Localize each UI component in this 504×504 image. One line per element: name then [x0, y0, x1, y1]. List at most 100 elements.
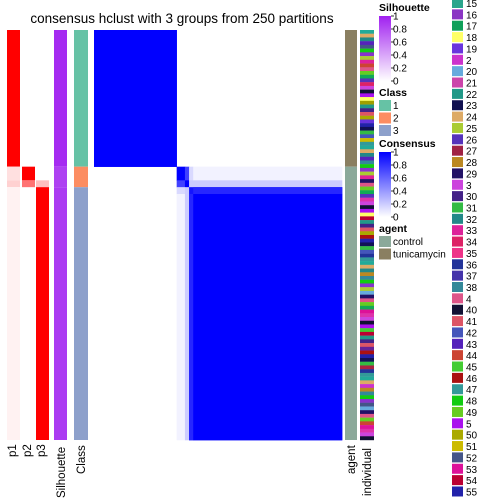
individual-cell	[360, 406, 374, 411]
legend-individual-swatch-55	[452, 486, 463, 497]
legend-agent-label-control: control	[393, 237, 423, 248]
individual-cell	[360, 402, 374, 407]
legend-individual-label-3: 3	[466, 181, 472, 192]
legend-individual-label-50: 50	[466, 431, 478, 442]
individual-cell	[360, 328, 374, 333]
legend-individual-label-24: 24	[466, 113, 478, 124]
legend-individual-swatch-53	[452, 463, 463, 474]
column-label-agent: agent	[346, 444, 358, 474]
class-cell-1	[74, 30, 88, 167]
legend-individual-swatch-36	[452, 259, 463, 270]
membership-cell-p1	[7, 180, 20, 188]
individual-cell	[360, 376, 374, 381]
individual-cell	[360, 37, 374, 42]
individual-cell	[360, 246, 374, 251]
individual-cell	[360, 175, 374, 180]
individual-cell	[360, 78, 374, 83]
legend-individual-label-16: 16	[466, 10, 478, 21]
individual-cell	[360, 227, 374, 232]
legend-individual-swatch-41	[452, 316, 463, 327]
consensus-tick-label: 0.4	[393, 187, 407, 198]
legend-individual-swatch-19	[452, 43, 463, 54]
legend-individual-swatch-24	[452, 111, 463, 122]
legend-agent-swatch-control	[379, 236, 391, 247]
column-label-silhouette: Silhouette	[56, 447, 68, 498]
legend-class-swatch-3	[379, 125, 391, 136]
individual-cell	[360, 220, 374, 225]
column-label-individual: individual	[362, 448, 374, 496]
individual-cell	[360, 134, 374, 139]
legend-individual-label-34: 34	[466, 238, 478, 249]
legend-individual-label-28: 28	[466, 158, 478, 169]
consensus-block	[94, 30, 177, 167]
individual-cell	[360, 413, 374, 418]
silhouette-tick-label: 0.8	[393, 25, 407, 36]
legend-individual-label-54: 54	[466, 476, 478, 487]
individual-cell	[360, 74, 374, 79]
legend-individual-swatch-47	[452, 384, 463, 395]
chart-title: consensus hclust with 3 groups from 250 …	[30, 11, 333, 26]
individual-cell	[360, 141, 374, 146]
legend-individual-label-17: 17	[466, 22, 478, 33]
individual-cell	[360, 428, 374, 433]
legend-individual-label-37: 37	[466, 272, 478, 283]
legend-individual-swatch-15	[452, 0, 463, 8]
legend-individual-label-44: 44	[466, 351, 478, 362]
legend-individual-swatch-46	[452, 372, 463, 383]
individual-cell	[360, 343, 374, 348]
agent-cell-control	[345, 166, 357, 440]
individual-cell	[360, 313, 374, 318]
individual-cell	[360, 249, 374, 254]
individual-cell	[360, 354, 374, 359]
individual-cell	[360, 112, 374, 116]
legend-individual-label-46: 46	[466, 374, 478, 385]
legend-consensus-gradient	[379, 152, 391, 217]
legend-individual-label-27: 27	[466, 147, 478, 158]
individual-cell	[360, 126, 374, 131]
legend-individual-swatch-20	[452, 66, 463, 77]
legend-individual-label-55: 55	[466, 487, 478, 498]
legend-individual-swatch-4	[452, 293, 463, 304]
consensus-block	[193, 194, 343, 441]
individual-cell	[360, 52, 374, 57]
legend-individual-swatch-33	[452, 225, 463, 236]
column-label-class: Class	[76, 445, 88, 474]
individual-cell	[360, 253, 374, 258]
individual-cell	[360, 97, 374, 102]
individual-cell	[360, 324, 374, 329]
legend-individual-label-35: 35	[466, 249, 478, 260]
legend-consensus-ticks: 1 0.8 0.6 0.4 0.2 0	[391, 148, 407, 224]
legend-individual-label-32: 32	[466, 215, 478, 226]
individual-cell	[360, 231, 374, 236]
legend-individual-swatch-49	[452, 406, 463, 417]
legend-individual-swatch-30	[452, 191, 463, 202]
legend-class-label-2: 2	[393, 114, 399, 125]
silhouette-tick-label: 0	[393, 77, 399, 88]
legend-individual-label-30: 30	[466, 192, 478, 203]
legend-individual-swatch-3	[452, 179, 463, 190]
consensus-block	[176, 194, 186, 441]
legend-individual-label-51: 51	[466, 442, 478, 453]
legend-individual-swatch-22	[452, 88, 463, 99]
legend-individual-label-47: 47	[466, 385, 478, 396]
legend-individual-label-15: 15	[466, 0, 478, 10]
class-cell-3	[74, 187, 88, 440]
legend-individual-swatch-2	[452, 54, 463, 65]
legend-title-class: Class	[379, 87, 407, 99]
legend-individual-label-25: 25	[466, 124, 478, 135]
legend-class-label-1: 1	[393, 101, 399, 112]
individual-cell	[360, 399, 374, 403]
individual-cell	[360, 119, 374, 124]
consensus-block	[193, 166, 343, 181]
legend-class-label-3: 3	[393, 126, 399, 137]
individual-cell	[360, 138, 374, 143]
legend-silhouette-ticks: 1 0.8 0.6 0.4 0.2 0	[391, 12, 407, 88]
legend-individual-swatch-23	[452, 100, 463, 111]
legend-title-silhouette: Silhouette	[379, 2, 430, 14]
membership-cell-p3	[36, 180, 49, 188]
consensus-block	[184, 187, 190, 441]
column-labels: p1 p2 p3 Silhouette Class agent individu…	[7, 444, 374, 498]
individual-cell	[360, 205, 374, 210]
individual-cell	[360, 242, 374, 247]
consensus-block	[193, 187, 343, 195]
